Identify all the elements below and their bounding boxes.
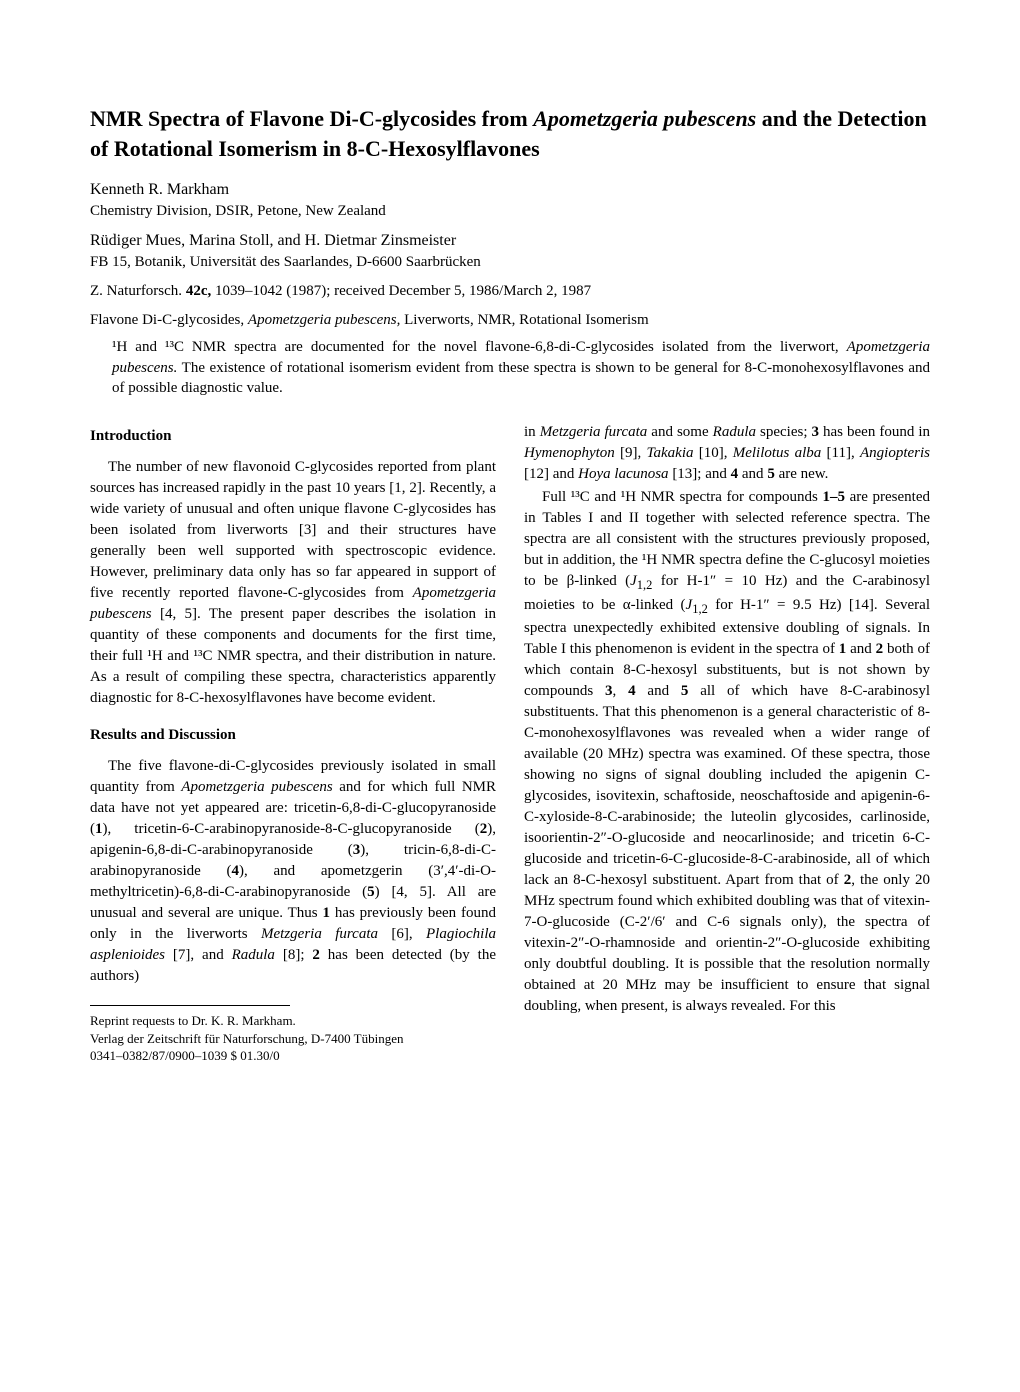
right-column: in Metzgeria furcata and some Radula spe… <box>524 422 930 1065</box>
left-column: Introduction The number of new flavonoid… <box>90 422 496 1065</box>
affiliation-1: Chemistry Division, DSIR, Petone, New Ze… <box>90 203 930 220</box>
affiliation-2: FB 15, Botanik, Universität des Saarland… <box>90 254 930 271</box>
author-2: Rüdiger Mues, Marina Stoll, and H. Dietm… <box>90 232 930 250</box>
col2-paragraph-1: in Metzgeria furcata and some Radula spe… <box>524 422 930 485</box>
footnote-reprint: Reprint requests to Dr. K. R. Markham. <box>90 1012 496 1030</box>
introduction-heading: Introduction <box>90 426 496 447</box>
footnote-publisher: Verlag der Zeitschrift für Naturforschun… <box>90 1030 496 1048</box>
results-heading: Results and Discussion <box>90 725 496 746</box>
two-column-layout: Introduction The number of new flavonoid… <box>90 422 930 1065</box>
col2-paragraph-2: Full ¹³C and ¹H NMR spectra for compound… <box>524 487 930 1017</box>
keywords-line: Flavone Di-C-glycosides, Apometzgeria pu… <box>90 312 930 329</box>
footnote-issn: 0341–0382/87/0900–1039 $ 01.30/0 <box>90 1047 496 1065</box>
intro-paragraph: The number of new flavonoid C-glycosides… <box>90 457 496 709</box>
article-title: NMR Spectra of Flavone Di-C-glycosides f… <box>90 104 930 163</box>
footnote-divider <box>90 1005 290 1006</box>
author-1: Kenneth R. Markham <box>90 181 930 199</box>
citation-line: Z. Naturforsch. 42c, 1039–1042 (1987); r… <box>90 283 930 300</box>
abstract-text: ¹H and ¹³C NMR spectra are documented fo… <box>90 337 930 398</box>
results-paragraph-1: The five flavone-di-C-glycosides previou… <box>90 756 496 987</box>
